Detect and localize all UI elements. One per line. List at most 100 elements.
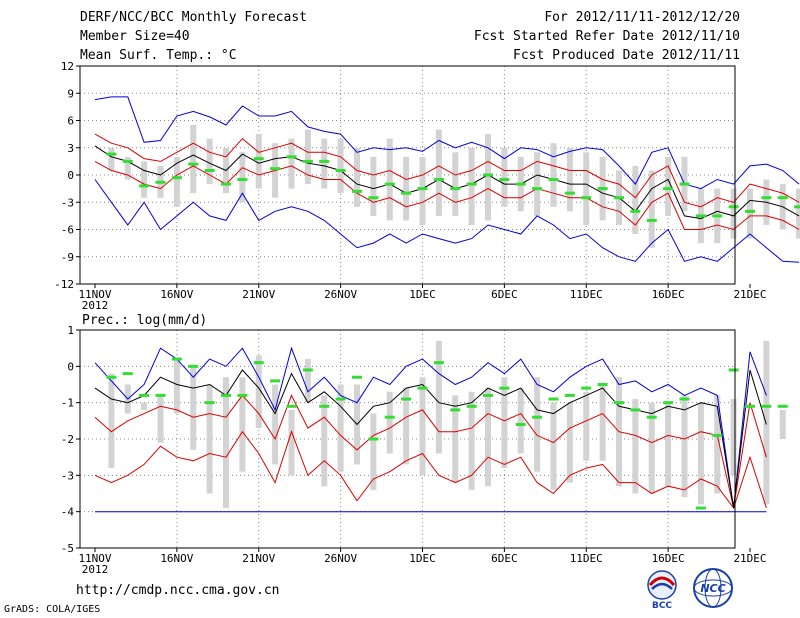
temp-ytick-label: 6 bbox=[67, 115, 74, 128]
temp-spread-box bbox=[288, 138, 295, 189]
prec-ensemble-mark bbox=[401, 397, 412, 401]
temp-xtick-label: 16NOV bbox=[160, 288, 193, 301]
prec-max-line bbox=[94, 346, 767, 509]
temp-ensemble-mark bbox=[663, 187, 674, 191]
prec-ensemble-mark bbox=[139, 393, 150, 397]
temp-ensemble-mark bbox=[450, 187, 461, 191]
prec-ensemble-mark bbox=[532, 415, 543, 419]
ncc-logo-text: NCC bbox=[700, 582, 725, 595]
temp-spread-box bbox=[501, 147, 508, 207]
temp-xtick-label: 26NOV bbox=[324, 288, 357, 301]
prec-ensemble-mark bbox=[712, 433, 723, 437]
prec-ensemble-mark bbox=[614, 401, 624, 405]
prec-ytick-label: -4 bbox=[61, 506, 75, 519]
prec-ensemble-mark bbox=[515, 422, 526, 426]
temp-spread-box bbox=[190, 125, 197, 194]
prec-spread-box bbox=[779, 409, 786, 439]
temp-ensemble-mark bbox=[564, 191, 575, 195]
ncc-logo-icon: NCC bbox=[693, 568, 733, 608]
bcc-logo-text: BCC bbox=[652, 601, 672, 611]
temp-ensemble-mark bbox=[106, 152, 117, 156]
temp-spread-box bbox=[583, 152, 590, 225]
prec-spread-box bbox=[272, 384, 279, 465]
temp-spread-box bbox=[337, 138, 344, 194]
temp-spread-box bbox=[747, 188, 753, 239]
prec-ensemble-mark bbox=[728, 368, 739, 372]
prec-ensemble-mark bbox=[679, 397, 690, 401]
temp-xtick-label: 21DEC bbox=[733, 288, 766, 301]
temp-spread-box bbox=[419, 156, 426, 225]
temp-ensemble-mark bbox=[139, 184, 150, 188]
temp-min-line bbox=[94, 179, 800, 263]
temp-ensemble-mark bbox=[728, 205, 739, 209]
temp-ensemble-mark bbox=[466, 182, 477, 186]
temp-xtick-label: 21NOV bbox=[242, 288, 275, 301]
prec-ensemble-mark bbox=[499, 386, 510, 390]
prec-xtick-label: 1DEC bbox=[409, 552, 436, 565]
prec-ensemble-mark bbox=[171, 357, 182, 361]
prec-xtick-label: 16NOV bbox=[160, 552, 193, 565]
prec-spread-box bbox=[190, 366, 197, 450]
source-url[interactable]: http://cmdp.ncc.cma.gov.cn bbox=[76, 583, 280, 598]
prec-ensemble-mark bbox=[761, 404, 772, 408]
prec-variable-label: Prec.: log(mm/d) bbox=[82, 313, 207, 328]
temp-xtick-label: 11DEC bbox=[570, 288, 603, 301]
temp-ytick-label: 9 bbox=[67, 87, 74, 100]
temp-ensemble-mark bbox=[499, 178, 510, 182]
prec-spread-box bbox=[452, 395, 459, 483]
fcst-started-label: Fcst Started Refer Date 2012/11/10 bbox=[473, 29, 740, 44]
temp-ensemble-mark bbox=[286, 155, 297, 159]
prec-spread-box bbox=[566, 402, 573, 483]
temp-max-line bbox=[94, 96, 800, 190]
prec-spread-box bbox=[173, 359, 180, 414]
temp-spread-box bbox=[632, 165, 639, 235]
temp-ensemble-mark bbox=[368, 196, 379, 200]
prec-spread-box bbox=[648, 402, 655, 494]
prec-spread-box bbox=[665, 402, 672, 487]
prec-spread-box bbox=[386, 391, 393, 454]
prec-spread-box bbox=[223, 377, 229, 509]
temp-spread-box bbox=[730, 188, 737, 239]
temp-ensemble-mark bbox=[614, 196, 624, 200]
temp-xtick-label: 6DEC bbox=[491, 288, 518, 301]
prec-std-lower-line bbox=[94, 394, 767, 509]
prec-spread-box bbox=[550, 402, 557, 490]
prec-ensemble-mark bbox=[155, 393, 166, 397]
temp-spread-box bbox=[468, 147, 475, 225]
prec-ytick-label: -5 bbox=[61, 542, 74, 555]
temp-spread-box bbox=[566, 147, 573, 212]
temp-spread-box bbox=[173, 156, 180, 207]
prec-ensemble-mark bbox=[319, 404, 330, 408]
prec-year-label: 2012 bbox=[82, 563, 109, 576]
temp-spread-box bbox=[452, 152, 459, 216]
prec-spread-box bbox=[288, 409, 295, 476]
prec-mean-line bbox=[94, 369, 767, 509]
temp-ensemble-mark bbox=[352, 189, 362, 193]
temp-ensemble-mark bbox=[761, 196, 772, 200]
prec-ensemble-mark bbox=[237, 393, 248, 397]
temp-spread-box bbox=[485, 134, 491, 221]
prec-ensemble-mark bbox=[384, 415, 395, 419]
temp-spread-box bbox=[665, 156, 672, 216]
temp-spread-box bbox=[386, 138, 393, 221]
temp-spread-box bbox=[370, 156, 377, 216]
temp-year-label: 2012 bbox=[82, 299, 109, 312]
temp-spread-box bbox=[534, 152, 541, 216]
temp-ensemble-mark bbox=[122, 159, 133, 163]
prec-spread-box bbox=[714, 395, 721, 494]
chart-title: DERF/NCC/BCC Monthly Forecast bbox=[80, 10, 307, 25]
prec-ensemble-mark bbox=[204, 401, 215, 405]
temp-spread-box bbox=[321, 138, 328, 189]
temp-ensemble-mark bbox=[646, 218, 657, 222]
temp-ensemble-mark bbox=[777, 196, 788, 200]
prec-xtick-label: 21DEC bbox=[733, 552, 766, 565]
prec-spread-box bbox=[730, 399, 737, 476]
prec-ensemble-mark bbox=[630, 408, 641, 412]
temp-ensemble-mark bbox=[188, 162, 199, 166]
temp-ensemble-mark bbox=[532, 187, 543, 191]
prec-ytick-label: -3 bbox=[61, 469, 74, 482]
temp-spread-box bbox=[550, 143, 557, 207]
prec-spread-box bbox=[370, 413, 377, 490]
temp-ensemble-mark bbox=[319, 159, 330, 163]
member-size-label: Member Size=40 bbox=[80, 29, 190, 44]
